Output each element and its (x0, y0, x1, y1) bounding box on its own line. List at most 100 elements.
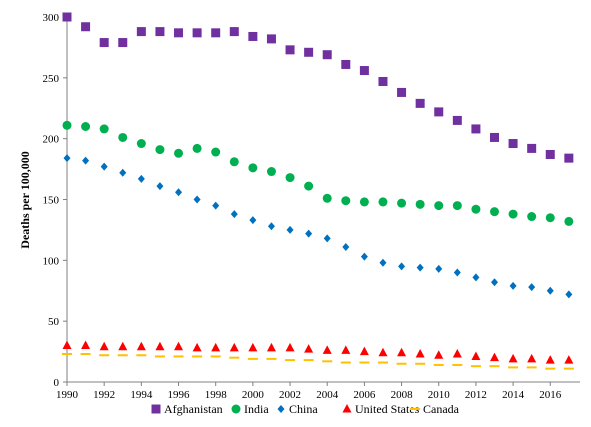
data-point-united-states (359, 346, 369, 356)
data-point-china (565, 290, 573, 299)
y-axis: 0 50 100 150 200 250 300 (43, 12, 67, 389)
data-point-afghanistan (564, 153, 574, 163)
legend-item-afghanistan: Afghanistan (151, 402, 223, 416)
data-point-india (229, 157, 239, 167)
data-point-united-states (378, 347, 388, 357)
data-point-china (137, 174, 145, 183)
data-point-india (118, 132, 128, 142)
y-tick-label: 100 (43, 255, 60, 267)
data-point-india (508, 209, 518, 219)
data-point-united-states (136, 341, 146, 351)
data-point-china (360, 252, 368, 261)
data-point-united-states (229, 342, 239, 352)
data-point-india (192, 143, 202, 153)
legend-label-united-states: United States (355, 402, 420, 416)
data-point-china (305, 229, 313, 238)
data-point-india (397, 198, 407, 208)
data-point-afghanistan (490, 132, 499, 142)
legend-label-china: China (289, 402, 318, 416)
data-point-afghanistan (415, 98, 425, 108)
data-point-china (509, 281, 517, 290)
data-point-india (62, 120, 72, 130)
data-point-afghanistan (229, 27, 239, 37)
data-point-afghanistan (62, 12, 72, 22)
data-point-india (527, 212, 537, 222)
x-tick-label: 2014 (502, 389, 525, 401)
legend-label-afghanistan: Afghanistan (164, 402, 223, 416)
data-point-china (82, 156, 90, 165)
data-point-india (266, 167, 276, 177)
data-point-afghanistan (508, 139, 518, 149)
data-point-india (322, 193, 332, 203)
data-point-afghanistan (471, 124, 481, 134)
data-point-china (156, 182, 164, 191)
data-point-afghanistan (304, 47, 314, 57)
x-tick-label: 1998 (205, 389, 228, 401)
data-point-united-states (564, 355, 574, 364)
data-point-india (136, 139, 146, 149)
data-point-afghanistan (248, 31, 258, 41)
data-point-afghanistan (397, 87, 407, 97)
data-point-china (212, 201, 220, 210)
data-point-india (99, 124, 109, 134)
series-united-states (62, 340, 574, 364)
data-point-united-states (192, 342, 202, 352)
data-point-united-states (62, 340, 72, 349)
data-point-united-states (99, 341, 109, 351)
data-point-afghanistan (545, 149, 555, 159)
data-point-china (100, 162, 108, 171)
data-point-united-states (285, 342, 295, 352)
legend-marker-afghanistan (151, 404, 161, 414)
data-point-india (341, 196, 351, 206)
data-point-china (323, 234, 331, 243)
data-point-india (155, 145, 165, 155)
x-tick-label: 1992 (93, 389, 115, 401)
legend-item-india: India (231, 402, 269, 416)
data-point-china (119, 168, 127, 177)
data-point-china (175, 188, 183, 197)
data-point-afghanistan (341, 59, 351, 69)
data-point-india (304, 181, 314, 191)
data-point-united-states (508, 353, 518, 363)
data-point-united-states (527, 353, 537, 363)
data-point-united-states (341, 345, 351, 354)
x-tick-label: 2012 (465, 389, 487, 401)
data-point-united-states (118, 341, 128, 351)
y-tick-label: 200 (43, 134, 60, 146)
data-point-china (435, 264, 443, 273)
x-tick-label: 2016 (539, 389, 562, 401)
x-tick-label: 2010 (428, 389, 451, 401)
y-tick-label: 300 (43, 12, 60, 24)
x-tick-label: 2000 (242, 389, 265, 401)
legend-marker-india (231, 404, 241, 414)
series-afghanistan (62, 12, 574, 163)
data-point-china (528, 283, 536, 292)
data-point-united-states (490, 352, 499, 362)
data-point-india (285, 173, 295, 183)
data-point-china (472, 273, 480, 282)
data-point-united-states (397, 347, 407, 357)
data-point-china (63, 154, 71, 163)
y-tick-label: 50 (48, 316, 60, 328)
data-point-afghanistan (174, 28, 184, 38)
data-point-china (230, 210, 238, 219)
data-point-india (471, 204, 481, 214)
data-point-united-states (415, 349, 425, 358)
series-canada (62, 353, 574, 370)
data-point-india (564, 216, 574, 226)
y-tick-label: 250 (43, 73, 60, 85)
data-point-india (378, 197, 388, 207)
legend-label-india: India (244, 402, 269, 416)
data-point-united-states (434, 350, 444, 359)
data-point-united-states (452, 349, 462, 358)
data-point-china (546, 286, 554, 295)
data-point-afghanistan (527, 143, 537, 153)
data-point-india (248, 163, 258, 173)
data-point-afghanistan (322, 50, 332, 60)
legend: Afghanistan India China United States Canada (151, 402, 460, 416)
data-point-united-states (211, 342, 221, 352)
data-point-china (453, 268, 461, 277)
data-point-united-states (81, 340, 91, 349)
y-tick-label: 0 (54, 377, 60, 389)
data-point-china (193, 195, 201, 204)
